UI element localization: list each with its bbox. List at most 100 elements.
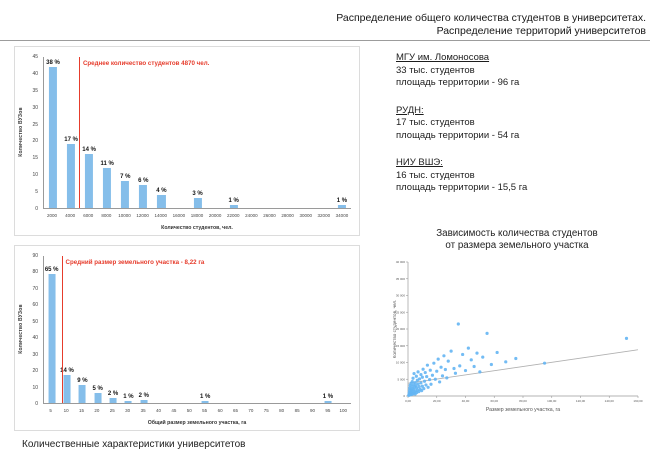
bar-value-label: 65 % xyxy=(44,266,59,273)
x-axis-tick: 5 xyxy=(49,408,52,413)
scatter-point xyxy=(419,381,423,385)
y-axis-tick-label: 25 000 xyxy=(396,310,406,314)
scatter-point xyxy=(489,362,493,367)
x-axis-tick: 4000 xyxy=(65,213,76,218)
scatter-point xyxy=(424,383,428,387)
y-axis-tick: 10 xyxy=(32,172,38,179)
x-axis-tick: 45 xyxy=(171,408,177,413)
y-axis-title-text: Количество ВУЗов xyxy=(17,304,24,354)
x-axis-tick: 24000 xyxy=(245,213,258,218)
bar-value-label: 1 % xyxy=(322,394,334,401)
x-axis-tick: 60 xyxy=(217,408,223,413)
university-block-hse: НИУ ВШЭ: 16 тыс. студентов площадь терри… xyxy=(396,157,648,195)
university-info-list: МГУ им. Ломоносова 33 тыс. студентов пло… xyxy=(396,52,648,210)
bar-value-label: 6 % xyxy=(138,177,149,184)
page-header: Распределение общего количества студенто… xyxy=(0,0,650,41)
bar xyxy=(124,401,132,403)
scatter-point xyxy=(481,355,485,359)
x-axis-tick: 32000 xyxy=(317,213,331,218)
x-axis-tick: 28000 xyxy=(281,213,294,218)
y-axis-tick-label: 40 000 xyxy=(396,260,406,264)
x-axis-tick: 12000 xyxy=(136,213,149,218)
bar-value-label: 14 % xyxy=(60,368,74,375)
y-axis-tick: 5 xyxy=(35,189,38,196)
land-area-histogram-chart: Количество ВУЗов 0 10 20 30 40 50 60 70 80 90 Сре… xyxy=(14,245,360,431)
bar xyxy=(121,181,130,208)
university-students: 33 тыс. студентов xyxy=(396,64,475,76)
scatter-point xyxy=(440,374,445,378)
x-axis-tick: 30 xyxy=(125,408,131,413)
x-axis-tick: 75 xyxy=(263,408,269,413)
page-title-line1: Распределение общего количества студенто… xyxy=(336,12,646,24)
x-axis-tick: 15 xyxy=(78,408,85,413)
scatter-title: Зависимость количества студентов от разм… xyxy=(388,228,646,252)
bar xyxy=(193,197,202,208)
scatter-point xyxy=(425,374,429,379)
university-area: площадь территории - 15,5 га xyxy=(396,182,528,193)
scatter-point xyxy=(417,385,421,389)
bar xyxy=(157,194,166,208)
scatter-point xyxy=(461,352,465,357)
university-area: площадь территории - 96 га xyxy=(396,77,520,88)
y-axis-tick: 25 xyxy=(32,121,38,128)
mean-line xyxy=(78,57,80,208)
x-axis: 5 10 15 20 25 30 35 40 45 50 55 60 65 70 75 80 85 90 95 100 xyxy=(43,408,351,415)
scatter-point xyxy=(420,375,424,379)
scatter-point xyxy=(624,336,629,340)
scatter-point xyxy=(442,354,446,358)
x-axis-tick: 10000 xyxy=(118,213,131,218)
scatter-title-line1: Зависимость количества студентов xyxy=(436,228,598,239)
university-name: МГУ им. Ломоносова xyxy=(396,52,490,63)
x-axis-tick: 16000 xyxy=(172,213,186,218)
bar xyxy=(139,184,148,208)
university-block-mgu: МГУ им. Ломоносова 33 тыс. студентов пло… xyxy=(396,52,648,90)
scatter-point xyxy=(414,374,418,378)
bar-value-label: 1 % xyxy=(200,394,211,401)
bar-value-label: 9 % xyxy=(77,378,88,385)
x-axis-tick: 10 xyxy=(63,408,69,413)
y-axis-title: Количество студентов, чел. xyxy=(392,300,397,359)
bar xyxy=(140,399,148,403)
x-axis-tick: 8000 xyxy=(101,213,112,218)
bar-value-label: 14 % xyxy=(82,147,96,154)
bar xyxy=(324,401,332,403)
bar-value-label: 5 % xyxy=(92,386,103,393)
scatter-point xyxy=(504,360,508,364)
y-axis: 0 10 20 30 40 50 60 70 80 90 xyxy=(25,253,41,407)
scatter-point xyxy=(423,370,427,375)
x-axis-tick: 26000 xyxy=(263,213,276,218)
x-axis-tick: 65 xyxy=(232,408,239,413)
mean-annotation: Средний размер земельного участка - 8,22… xyxy=(65,259,205,266)
students-histogram-chart: Количество ВУЗов 0 5 10 15 20 25 30 35 40 45 Сред… xyxy=(14,46,360,236)
x-axis-tick: 30000 xyxy=(299,213,312,218)
bar xyxy=(201,401,209,403)
bottom-caption: Количественные характеристики университе… xyxy=(22,439,246,450)
x-axis-tick: 20000 xyxy=(208,213,222,218)
y-axis-tick: 90 xyxy=(32,253,38,259)
y-axis-tick: 40 xyxy=(32,70,38,77)
x-axis-title: Количество студентов, чел. xyxy=(161,225,233,231)
bar-value-label: 4 % xyxy=(156,187,167,194)
scatter-point xyxy=(449,349,453,353)
university-name: РУДН: xyxy=(396,104,424,116)
scatter-title-line2: от размера земельного участка xyxy=(445,240,589,251)
bar-value-label: 2 % xyxy=(138,392,149,399)
scatter-point xyxy=(436,357,440,361)
x-axis-tick: 18000 xyxy=(190,213,204,218)
scatter-point xyxy=(427,377,432,382)
bar-value-label: 11 % xyxy=(100,160,114,167)
x-axis-tick-label: 0,00 xyxy=(405,399,411,403)
x-axis-tick: 40 xyxy=(155,408,162,413)
x-axis-tick-label: 60,00 xyxy=(490,399,498,403)
bar-value-label: 2 % xyxy=(107,391,119,398)
bar-value-label: 17 % xyxy=(64,137,78,144)
x-axis: 2000 4000 6000 8000 10000 12000 14000 16000 1800… xyxy=(43,213,351,220)
page-title-line2: Распределение территорий университетов xyxy=(436,24,646,37)
y-axis-tick: 0 xyxy=(35,401,38,407)
x-axis-tick: 14000 xyxy=(154,213,168,218)
scatter-point xyxy=(443,367,447,372)
scatter-point xyxy=(428,368,432,372)
bar-value-label: 1 % xyxy=(336,197,348,204)
university-students: 16 тыс. студентов xyxy=(396,169,475,181)
bar xyxy=(48,67,58,208)
